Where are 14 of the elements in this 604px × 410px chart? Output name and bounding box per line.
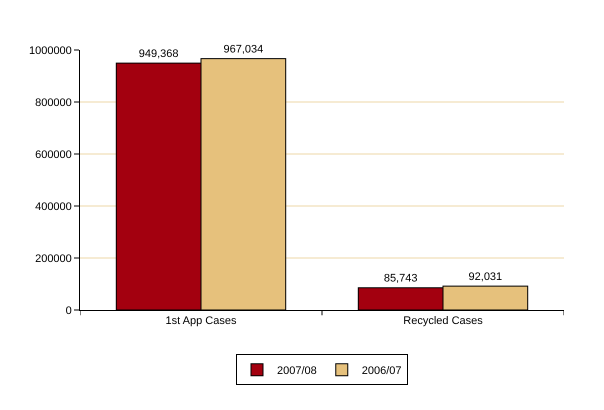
data-label: 85,743 bbox=[384, 272, 418, 285]
legend-label: 2006/07 bbox=[362, 364, 402, 377]
y-tick-label: 1000000 bbox=[28, 44, 72, 57]
data-label: 949,368 bbox=[138, 48, 179, 60]
legend-label: 2007/08 bbox=[277, 364, 317, 377]
x-tick-label: Recycled Cases bbox=[403, 315, 484, 328]
y-tick-label: 400000 bbox=[35, 200, 72, 213]
data-label: 967,034 bbox=[223, 44, 264, 56]
y-tick-label: 0 bbox=[66, 304, 72, 317]
data-label: 92,031 bbox=[468, 271, 502, 284]
x-tick-label: 1st App Cases bbox=[166, 315, 237, 328]
y-tick-label: 200000 bbox=[35, 252, 72, 265]
y-tick-label: 800000 bbox=[35, 96, 72, 109]
y-tick-label: 600000 bbox=[35, 148, 72, 161]
